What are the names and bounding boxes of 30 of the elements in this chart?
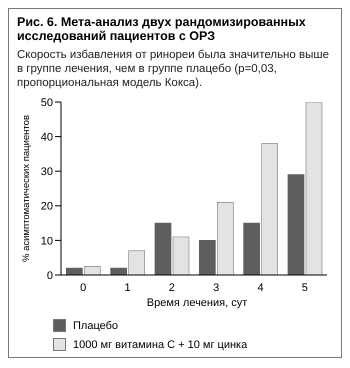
legend-label: Плацебо [73, 320, 118, 332]
bar [110, 268, 128, 275]
bar [216, 202, 234, 275]
x-tick-label: 2 [168, 282, 175, 294]
bar [66, 268, 83, 275]
y-tick-label: 0 [46, 270, 53, 282]
x-axis-title: Время лечения, сут [146, 297, 248, 309]
bar [172, 236, 190, 275]
bar [306, 102, 322, 275]
y-tick-label: 10 [40, 235, 53, 248]
bar [128, 250, 146, 275]
bar [198, 240, 216, 275]
y-axis-title: % асимптоматических пациентов [21, 114, 32, 262]
chart-subtitle: Скорость избавления от ринореи была значительно выше в группе лечения, чем в группе плацебо (p=0,03, пропорциональная модель Кокса). [17, 48, 330, 90]
legend-label: 1000 мг витамина С + 10 мг цинка [73, 338, 248, 350]
y-tick-label: 30 [40, 166, 53, 178]
chart-title: Рис. 6. Мета-анализ двух рандомизированных исследований пациентов с ОРЗ [17, 15, 307, 43]
y-tick-label: 20 [40, 200, 53, 213]
bar [288, 174, 304, 275]
y-tick-label: 40 [40, 132, 53, 144]
bar [243, 222, 260, 275]
x-tick-label: 5 [302, 282, 308, 294]
x-tick-label: 0 [80, 282, 86, 294]
x-tick-label: 1 [124, 282, 131, 294]
bar [154, 222, 172, 275]
y-tick-label: 50 [40, 96, 53, 109]
bar [84, 266, 101, 275]
x-tick-label: 4 [257, 282, 264, 294]
x-tick-label: 3 [213, 282, 220, 294]
bar [261, 143, 278, 275]
